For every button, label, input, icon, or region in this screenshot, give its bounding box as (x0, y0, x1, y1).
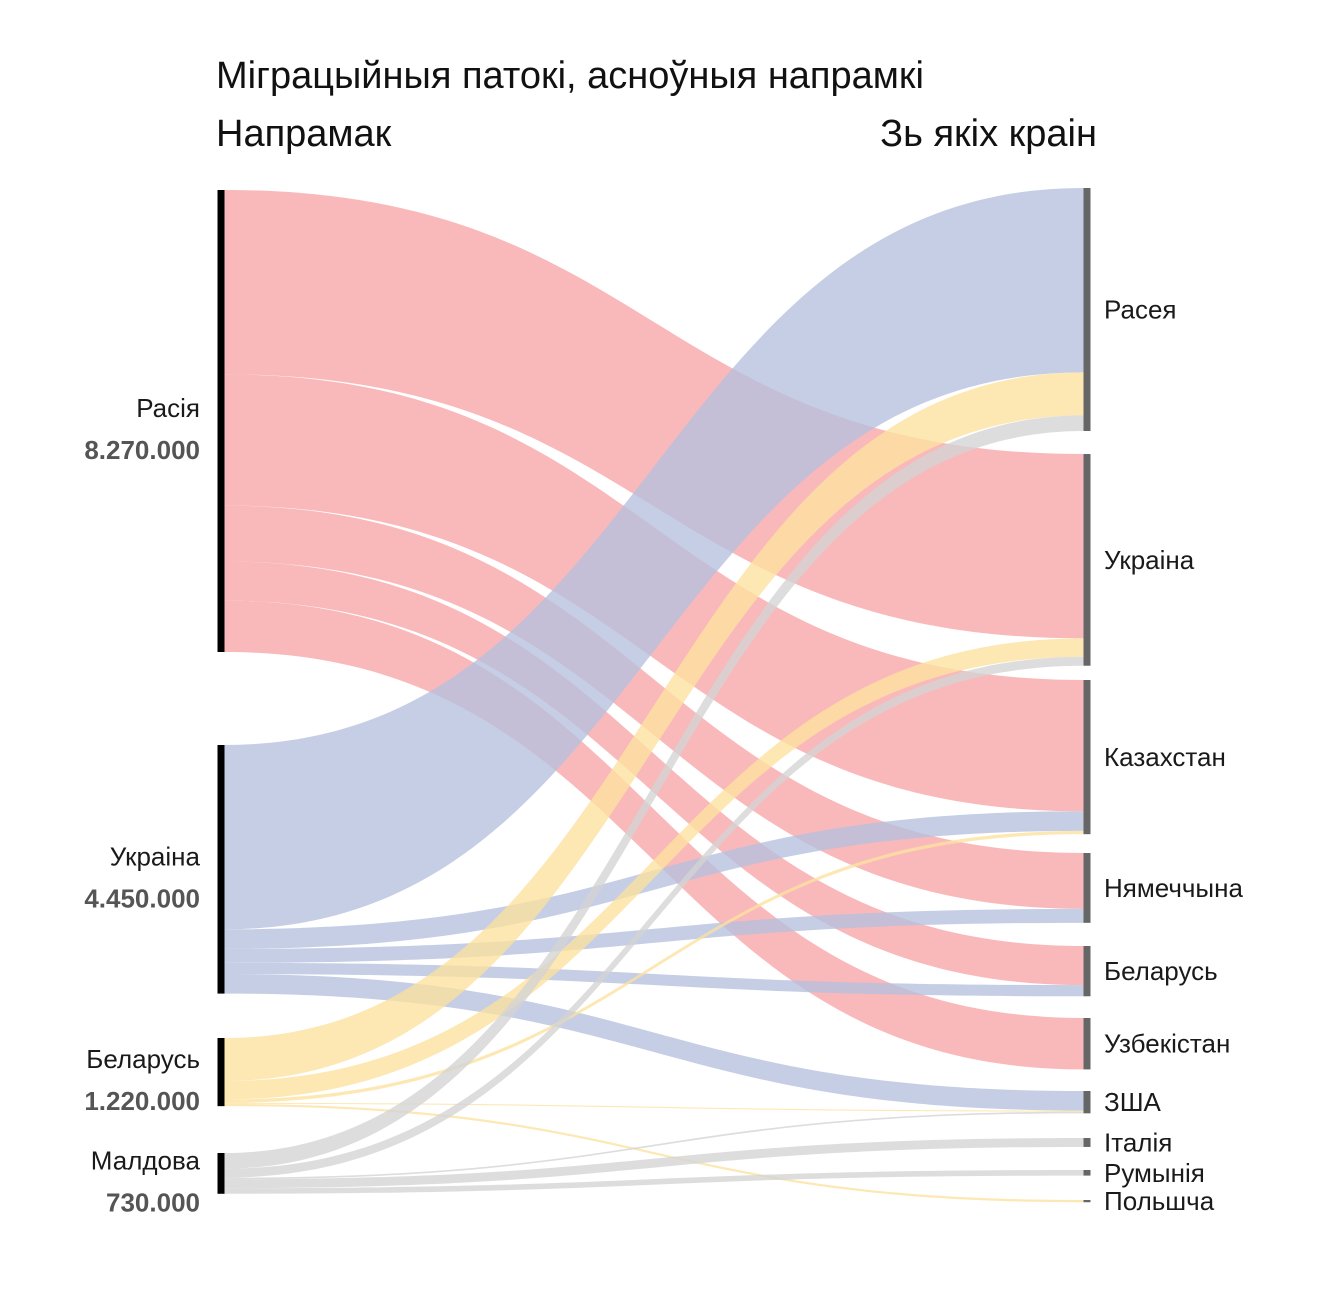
source-value-blr: 1.220.000 (84, 1086, 200, 1116)
flow-mda-to-t_rus (224, 415, 1084, 1169)
source-value-mda: 730.000 (106, 1187, 200, 1217)
flow-mda-to-t_rou (224, 1170, 1084, 1194)
flow-blr-to-t_pol (224, 1103, 1084, 1203)
target-bar-t_kaz (1083, 680, 1091, 835)
target-bar-t_usa (1083, 1091, 1091, 1114)
source-value-ukr: 4.450.000 (84, 883, 200, 913)
source-label-rus: Расія (136, 393, 200, 423)
flows-layer (224, 188, 1084, 1203)
flow-ukr-to-t_usa (224, 974, 1084, 1111)
right-header: Зь якіх краін (880, 113, 1097, 155)
source-bar-ukr (217, 745, 225, 994)
flow-ukr-to-t_rus (224, 188, 1084, 930)
target-label-t_deu: Нямеччына (1104, 873, 1243, 903)
target-bar-t_pol (1083, 1200, 1091, 1203)
flow-ukr-to-t_deu (224, 908, 1084, 963)
target-bar-t_deu (1083, 853, 1091, 923)
flow-mda-to-t_ukr (224, 656, 1084, 1178)
flow-blr-to-t_ukr (224, 638, 1084, 1100)
target-label-t_ukr: Украіна (1104, 545, 1195, 575)
target-label-t_rus: Расея (1104, 295, 1176, 325)
flow-blr-to-t_kaz (224, 830, 1084, 1103)
target-bar-t_ukr (1083, 454, 1091, 666)
target-label-t_uzb: Узбекістан (1104, 1029, 1230, 1059)
flow-blr-to-t_usa (224, 1102, 1084, 1112)
target-label-t_blr: Беларусь (1104, 956, 1218, 986)
nodes-layer (217, 188, 1091, 1203)
source-bar-rus (217, 190, 225, 652)
source-label-ukr: Украіна (110, 841, 201, 871)
left-header: Напрамак (216, 113, 392, 155)
target-bar-t_rou (1083, 1170, 1091, 1176)
source-label-blr: Беларусь (86, 1044, 200, 1074)
target-label-t_ita: Італія (1104, 1127, 1172, 1157)
target-label-t_rou: Румынія (1104, 1158, 1205, 1188)
flow-ukr-to-t_kaz (224, 811, 1084, 949)
target-label-t_pol: Польшча (1104, 1186, 1215, 1216)
target-label-t_kaz: Казахстан (1104, 742, 1226, 772)
source-bar-mda (217, 1153, 225, 1194)
flow-rus-to-t_uzb (224, 600, 1084, 1070)
flow-mda-to-t_usa (224, 1111, 1084, 1180)
target-bar-t_ita (1083, 1138, 1091, 1147)
chart-title: Міграцыйныя патокі, асноўныя напрамкі (216, 55, 924, 97)
target-bar-t_blr (1083, 946, 1091, 997)
target-bar-t_uzb (1083, 1018, 1091, 1070)
flow-blr-to-t_rus (224, 372, 1084, 1082)
source-value-rus: 8.270.000 (84, 435, 200, 465)
flow-rus-to-t_blr (224, 561, 1084, 986)
target-label-t_usa: ЗША (1104, 1087, 1162, 1117)
flow-mda-to-t_ita (224, 1138, 1084, 1189)
labels-layer: Расія 8.270.000 Украіна 4.450.000 Беларусь 1.… (84, 295, 1243, 1218)
target-bar-t_rus (1083, 188, 1091, 432)
flow-rus-to-t_ukr (224, 190, 1084, 639)
source-label-mda: Малдова (91, 1145, 201, 1175)
source-bar-blr (217, 1038, 225, 1107)
